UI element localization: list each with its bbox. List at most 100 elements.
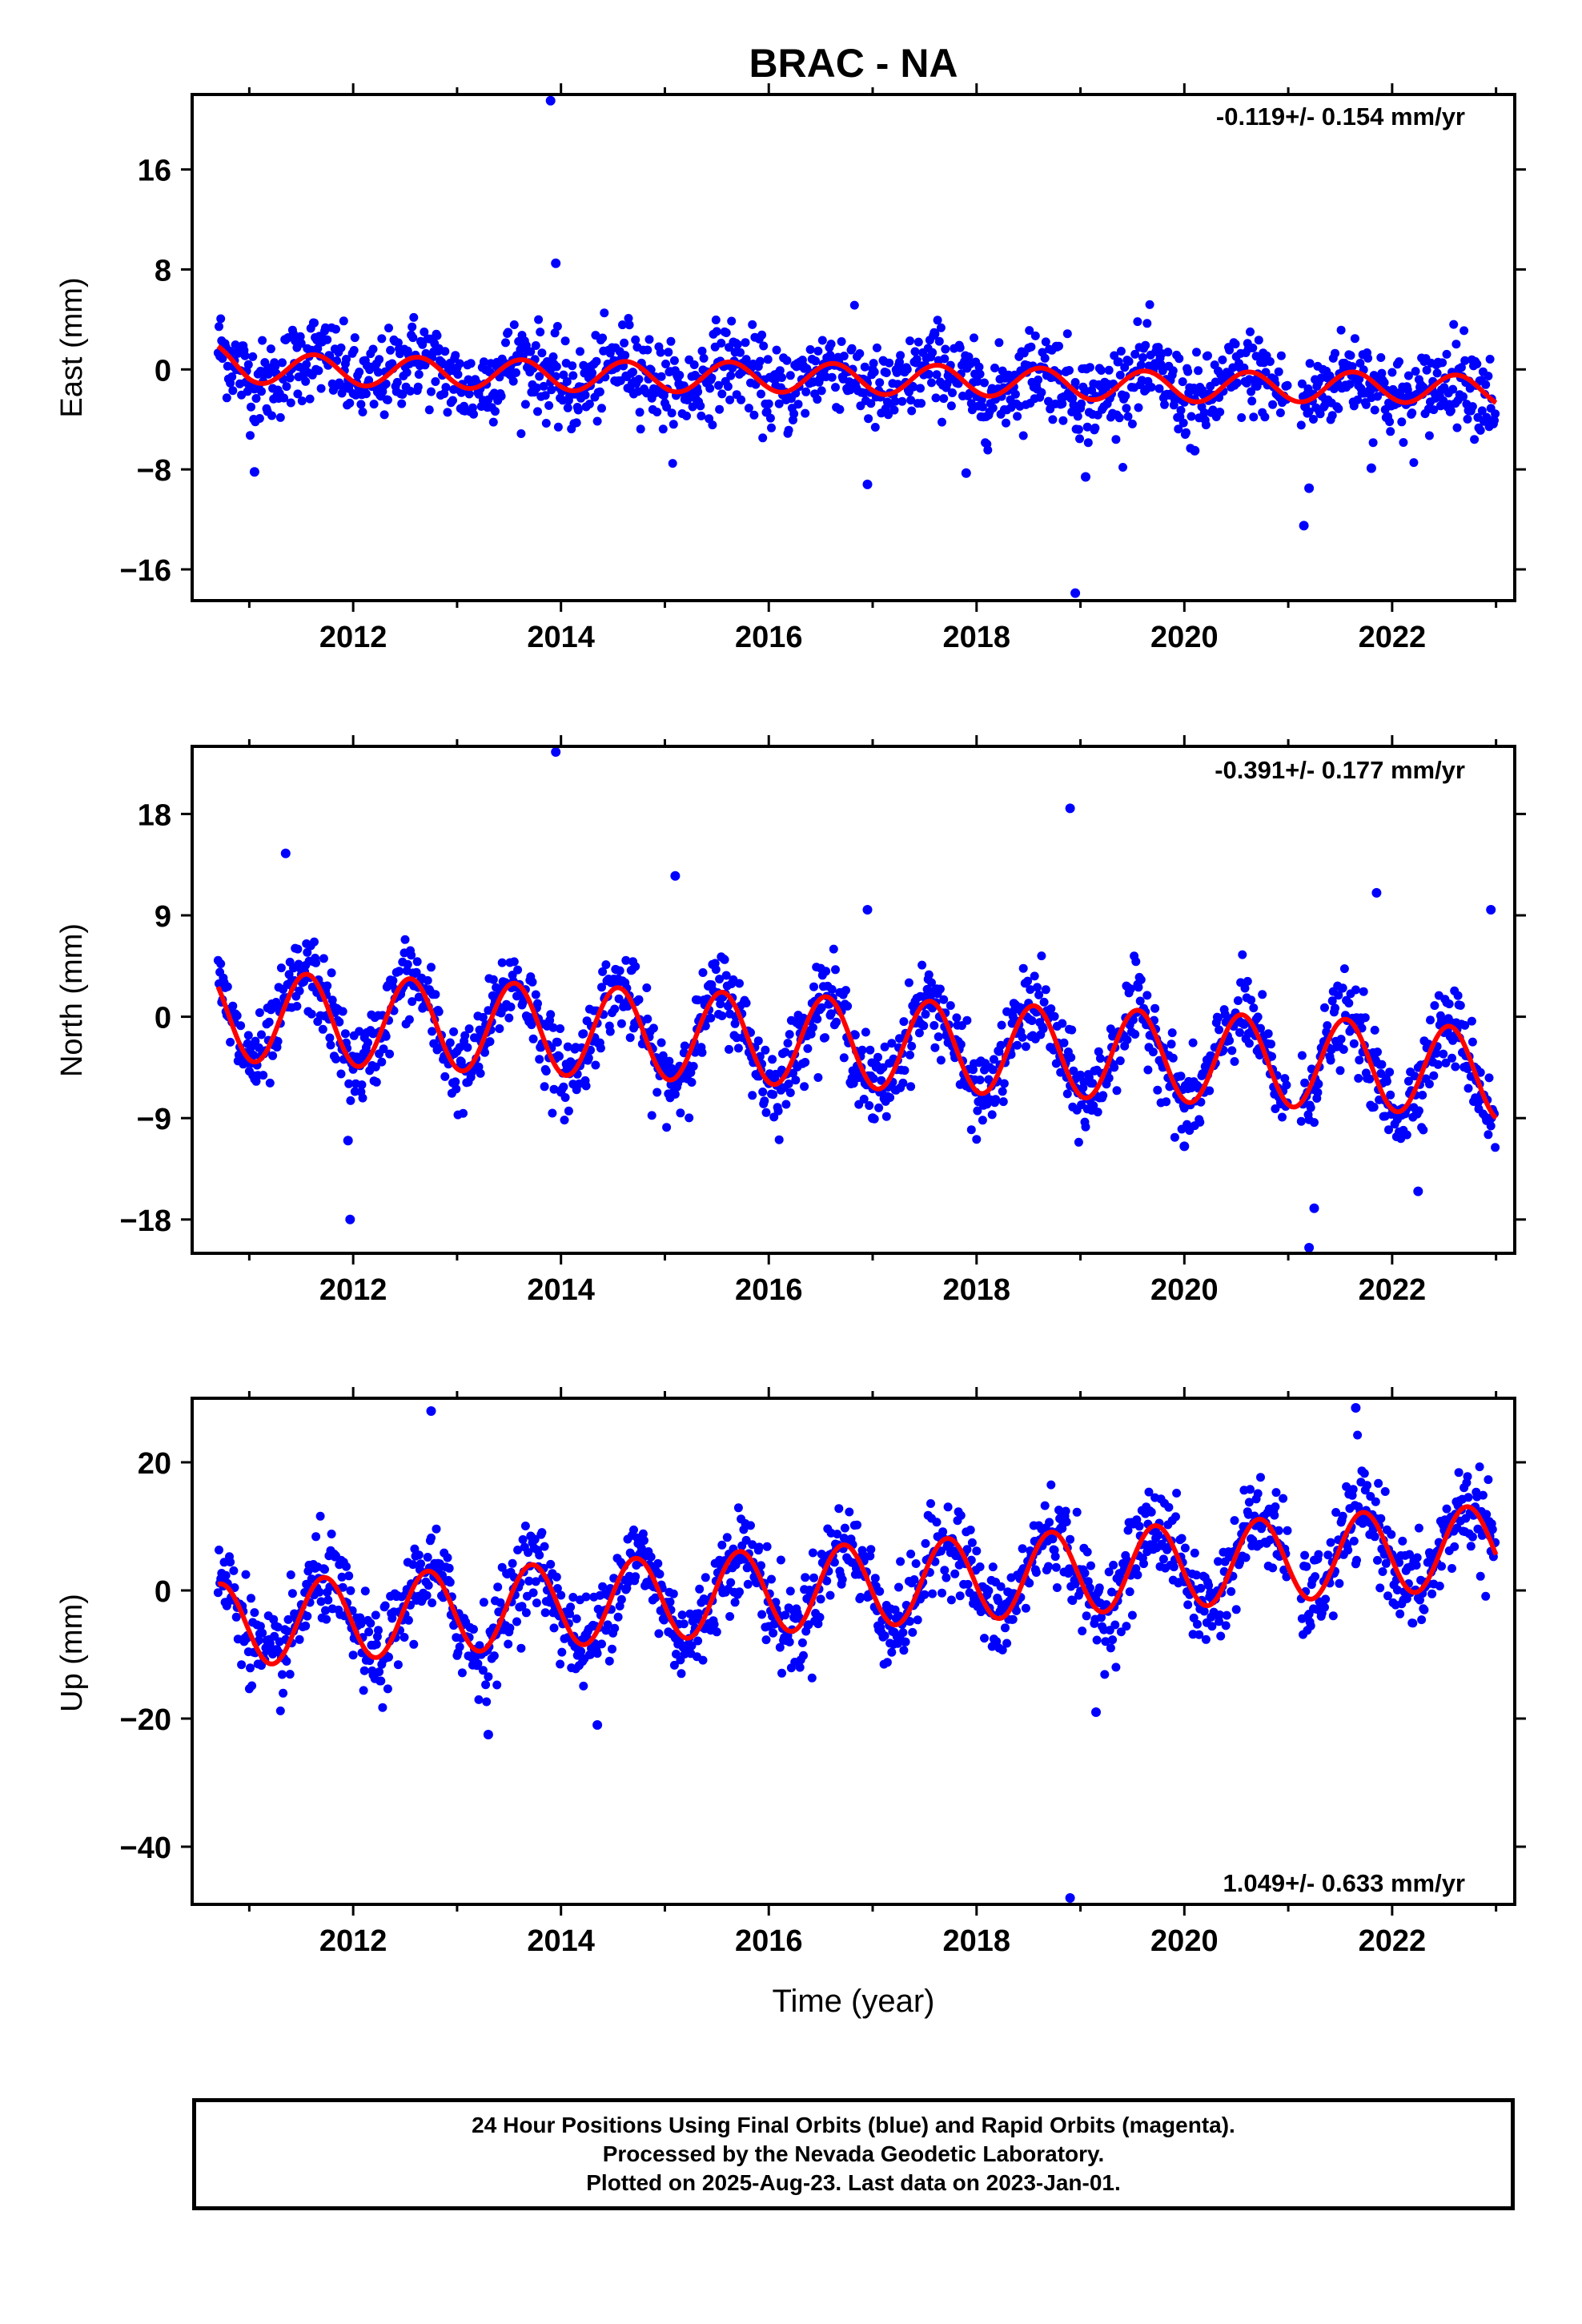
data-point-up <box>1363 1481 1371 1490</box>
data-point-up <box>517 1602 527 1611</box>
data-point-east <box>1074 424 1083 434</box>
data-point-east <box>699 353 709 363</box>
data-point-up <box>1070 1579 1080 1589</box>
data-point-up <box>556 1659 565 1669</box>
data-point-north <box>1098 1091 1108 1100</box>
data-point-east <box>1026 342 1036 352</box>
data-point-up <box>1335 1578 1344 1588</box>
data-point-east <box>1225 345 1235 355</box>
data-point-up <box>423 1553 432 1562</box>
data-point-up <box>581 1592 591 1602</box>
data-point-east <box>652 408 662 416</box>
data-point-up <box>1109 1560 1118 1570</box>
data-point-east <box>553 422 563 432</box>
data-point-east <box>933 316 942 325</box>
data-point-east <box>714 380 723 390</box>
data-point-up <box>932 1518 942 1527</box>
model-curve-north <box>215 971 1498 1120</box>
chart-title: BRAC - NA <box>749 41 958 86</box>
data-point-north <box>1066 1053 1076 1062</box>
data-point-north <box>905 1050 914 1059</box>
data-point-north <box>821 1033 829 1043</box>
data-point-east <box>813 395 822 404</box>
data-point-east <box>749 410 759 420</box>
data-point-up <box>1146 1507 1156 1517</box>
data-point-up <box>1171 1512 1180 1522</box>
data-point-north <box>395 967 404 976</box>
data-point-east <box>631 335 640 344</box>
data-point-east <box>805 345 815 354</box>
data-point-east <box>1283 380 1292 390</box>
data-point-up <box>797 1638 807 1647</box>
data-point-east <box>1192 348 1201 357</box>
data-point-north <box>781 1100 791 1109</box>
data-point-north <box>936 1055 946 1065</box>
data-point-up <box>1411 1561 1421 1570</box>
data-point-up <box>1062 1517 1071 1526</box>
data-point-east <box>1018 431 1028 440</box>
data-point-north <box>801 1058 810 1067</box>
data-point-up <box>383 1684 392 1694</box>
data-point-east <box>917 399 926 408</box>
data-point-north <box>877 1076 886 1085</box>
data-point-north <box>869 1074 878 1084</box>
data-point-east <box>757 389 765 399</box>
data-point-north <box>449 1027 459 1036</box>
data-point-up <box>1375 1583 1385 1593</box>
data-point-east <box>342 355 351 364</box>
data-point-north <box>459 1108 468 1118</box>
data-point-north <box>1278 1112 1287 1122</box>
ytick-label-north: 0 <box>155 1002 171 1035</box>
data-point-up <box>1342 1482 1351 1491</box>
data-point-east <box>316 384 326 393</box>
data-point-up <box>1108 1635 1118 1645</box>
data-point-up <box>894 1582 903 1592</box>
data-point-east <box>817 336 827 345</box>
data-point-north <box>228 1001 238 1011</box>
outlier-point-north <box>1304 1243 1315 1252</box>
data-point-north <box>1220 1010 1230 1019</box>
xtick-label-up: 2018 <box>943 1924 1011 1958</box>
data-point-north <box>1115 1056 1125 1066</box>
data-point-up <box>1447 1564 1456 1573</box>
data-point-north <box>1491 1143 1500 1152</box>
outlier-point-north <box>1309 1203 1319 1213</box>
data-point-up <box>443 1553 452 1562</box>
data-point-east <box>550 328 560 338</box>
data-point-east <box>448 396 457 405</box>
data-point-north <box>1441 1058 1451 1068</box>
data-point-east <box>1115 370 1125 380</box>
data-point-up <box>775 1642 785 1652</box>
data-point-up <box>1164 1502 1174 1512</box>
data-point-up <box>378 1703 387 1712</box>
data-point-up <box>603 1620 612 1630</box>
data-point-north <box>1464 1084 1473 1093</box>
data-point-east <box>737 395 746 404</box>
data-point-north <box>665 1056 674 1066</box>
data-point-up <box>865 1551 875 1561</box>
data-point-north <box>919 1021 929 1031</box>
data-point-north <box>265 1078 275 1088</box>
data-point-up <box>887 1647 897 1657</box>
data-point-north <box>996 1040 1006 1050</box>
ytick-label-north: 9 <box>155 900 171 934</box>
data-point-up <box>1464 1493 1473 1502</box>
data-point-north <box>1344 999 1354 1008</box>
data-point-east <box>562 377 572 386</box>
data-point-east <box>826 340 836 349</box>
data-point-up <box>1195 1630 1204 1639</box>
data-point-north <box>546 1010 556 1019</box>
data-point-north <box>1369 1103 1379 1112</box>
data-point-east <box>1002 418 1010 428</box>
scatter-points-up <box>213 1403 1500 1903</box>
data-point-north <box>1041 985 1050 995</box>
data-point-north <box>549 1084 559 1094</box>
data-point-east <box>349 346 359 355</box>
data-point-north <box>885 1093 895 1102</box>
data-point-up <box>1328 1611 1338 1621</box>
data-point-east <box>1182 428 1191 437</box>
data-point-up <box>1221 1621 1231 1630</box>
outlier-point-east <box>1366 463 1376 473</box>
data-point-north <box>478 1012 488 1022</box>
data-point-up <box>717 1540 727 1550</box>
